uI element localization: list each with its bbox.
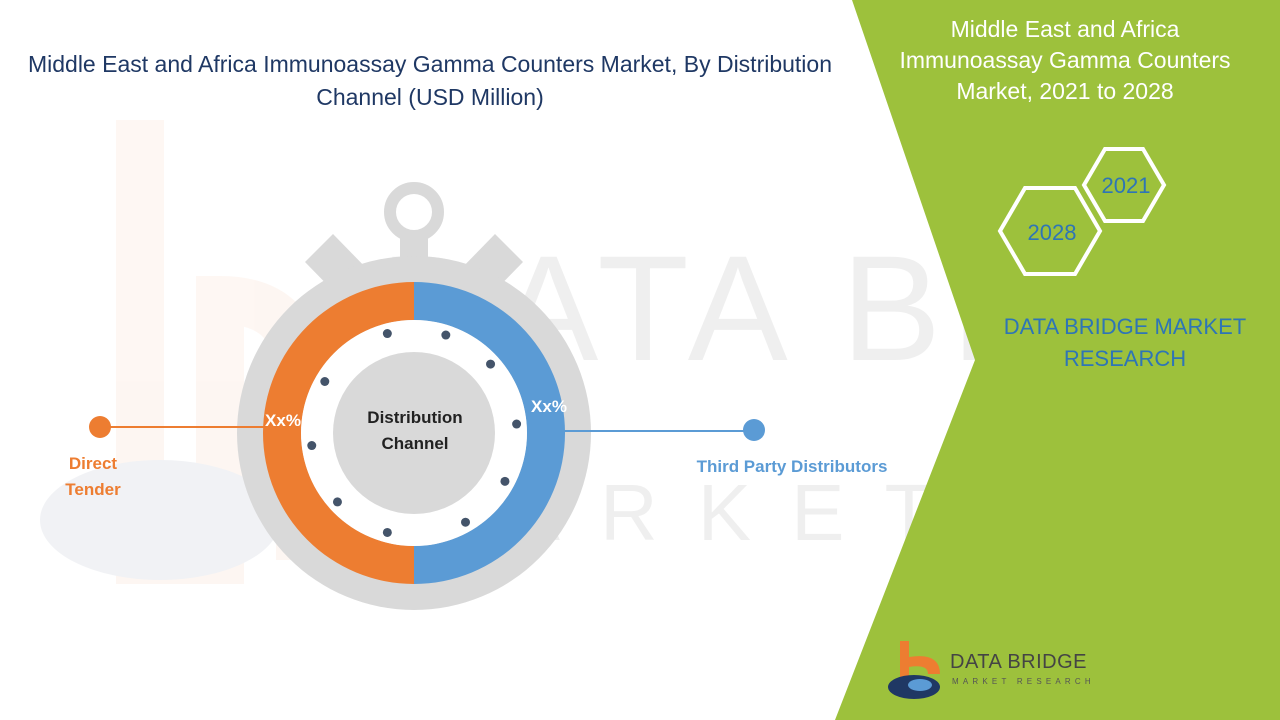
hexagon-year-2028: 2028 [1028, 220, 1077, 245]
dial-dot [382, 527, 392, 537]
dial-dot [307, 441, 317, 451]
dial-dots [307, 329, 522, 537]
dial-dot [512, 419, 522, 429]
logo-mark [888, 641, 940, 699]
side-panel [835, 0, 1280, 720]
donut-segment-third-party-distributors [414, 282, 565, 584]
logo-name: DATA BRIDGE [950, 651, 1088, 673]
dial-dot [500, 476, 510, 486]
dial-dot [486, 359, 496, 369]
center-circle [333, 352, 495, 514]
hexagon-year-2021: 2021 [1102, 173, 1151, 198]
dial-dot [382, 329, 392, 339]
brand-text: DATA BRIDGE MARKET RESEARCH [1003, 314, 1247, 371]
side-panel-title: Middle East and Africa Immunoassay Gamma… [899, 16, 1231, 104]
donut-segment-direct-tender [263, 282, 414, 584]
marker-third-party [743, 419, 765, 441]
marker-direct-tender [89, 416, 111, 438]
chart-title: Middle East and Africa Immunoassay Gamma… [27, 51, 833, 110]
value-label-direct-tender: Xx% [265, 411, 301, 430]
value-label-third-party: Xx% [531, 397, 567, 416]
logo-tagline: MARKET RESEARCH [952, 677, 1095, 686]
category-label-direct-tender: Direct Tender [65, 454, 121, 499]
dial-dot [320, 377, 330, 386]
donut-chart [263, 282, 565, 584]
dial-dot [461, 517, 470, 527]
category-label-third-party: Third Party Distributors [696, 457, 888, 476]
hexagon-2028 [997, 186, 1103, 276]
center-label: Distribution Channel [367, 408, 463, 453]
dial-dot [441, 330, 451, 340]
dial-dot [332, 497, 342, 507]
hexagon-2021 [1081, 147, 1167, 223]
